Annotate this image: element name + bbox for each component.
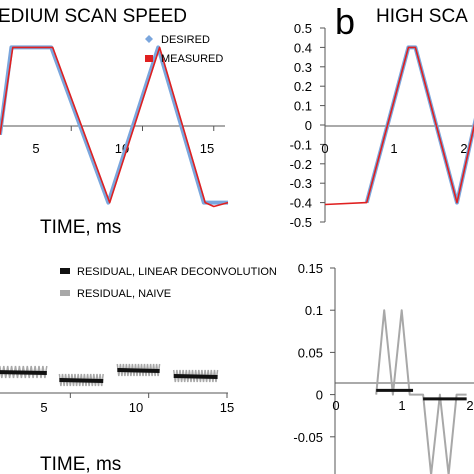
series-desired-line <box>364 45 474 205</box>
legend-linear-label: RESIDUAL, LINEAR DECONVOLUTION <box>77 266 277 278</box>
y-tick-label: 0.05 <box>298 345 323 360</box>
y-tick-label: 0.4 <box>294 40 312 55</box>
x-tick-label: 0 <box>321 141 328 156</box>
residual-linear-segment <box>59 378 104 383</box>
y-tick-marks <box>320 27 325 223</box>
x-tick-marks <box>70 126 215 131</box>
panel-b-bottom: 0.15 0.1 0.05 0 -0.05 -0.1 0 1 2 <box>293 261 474 474</box>
x-tick-label: 2 <box>466 398 473 413</box>
series-desired-line <box>0 45 228 205</box>
y-tick-label: 0.3 <box>294 60 312 75</box>
y-tick-label: -0.05 <box>293 430 323 445</box>
legend-desired-marker <box>145 35 153 43</box>
x-tick-label: 5 <box>32 141 39 156</box>
y-tick-label: 0.15 <box>298 261 323 276</box>
panel-b-top: b HIGH SCA 0.5 0.4 0.3 0.2 0.1 0 -0.1 -0.2 -0.3 -… <box>290 1 474 230</box>
panel-b-title: HIGH SCA <box>376 6 468 27</box>
y-tick-label: 0.5 <box>294 21 312 36</box>
legend-linear-marker <box>60 268 70 274</box>
y-tick-label: -0.4 <box>290 196 312 211</box>
y-tick-label: -0.5 <box>290 215 312 230</box>
y-tick-labels: 0.5 0.4 0.3 0.2 0.1 0 -0.1 -0.2 -0.3 -0.4 -0.5 <box>290 21 312 230</box>
x-tick-label: 15 <box>220 400 234 415</box>
x-tick-label: 0 <box>332 398 339 413</box>
panel-a-title: EDIUM SCAN SPEED <box>0 6 187 27</box>
x-tick-label: 2 <box>460 141 467 156</box>
panel-b-label: b <box>335 1 355 42</box>
x-tick-label: 5 <box>40 400 47 415</box>
x-tick-label: 1 <box>398 398 405 413</box>
residual-linear-segment <box>173 374 218 379</box>
x-tick-label: 10 <box>129 400 143 415</box>
x-axis-label: TIME, ms <box>40 454 121 474</box>
y-tick-label: 0 <box>316 388 323 403</box>
x-tick-marks <box>69 393 228 398</box>
panel-a-top: EDIUM SCAN SPEED 5 10 15 TIME, ms DESIRE… <box>0 6 229 238</box>
y-tick-label: 0.1 <box>294 99 312 114</box>
y-tick-label: 0.2 <box>294 79 312 94</box>
y-tick-label: -0.3 <box>290 176 312 191</box>
residual-linear-segment <box>117 368 160 373</box>
y-tick-label: -0.1 <box>301 472 323 474</box>
series-measured-line <box>0 46 229 208</box>
panel-a-bottom: 5 10 15 TIME, ms RESIDUAL, LINEAR DECONV… <box>0 266 277 474</box>
residual-series <box>375 309 467 474</box>
x-tick-label: 1 <box>390 141 397 156</box>
y-tick-marks <box>330 267 335 438</box>
legend-naive-marker <box>60 290 70 296</box>
residual-linear-segment <box>0 370 47 375</box>
y-tick-label: 0.1 <box>305 303 323 318</box>
y-tick-labels: 0.15 0.1 0.05 0 -0.05 -0.1 <box>293 261 323 474</box>
x-tick-label: 15 <box>200 141 214 156</box>
series-measured-line <box>324 46 474 206</box>
y-tick-label: -0.1 <box>290 137 312 152</box>
residual-naive-line <box>375 309 467 474</box>
legend-measured-label: MEASURED <box>161 53 223 65</box>
residual-series <box>0 363 219 387</box>
legend-measured-marker <box>145 55 153 62</box>
y-tick-label: -0.2 <box>290 157 312 172</box>
x-axis-label: TIME, ms <box>40 217 121 238</box>
legend-naive-label: RESIDUAL, NAIVE <box>77 288 171 300</box>
y-tick-label: 0 <box>305 118 312 133</box>
legend-desired-label: DESIRED <box>161 34 210 46</box>
